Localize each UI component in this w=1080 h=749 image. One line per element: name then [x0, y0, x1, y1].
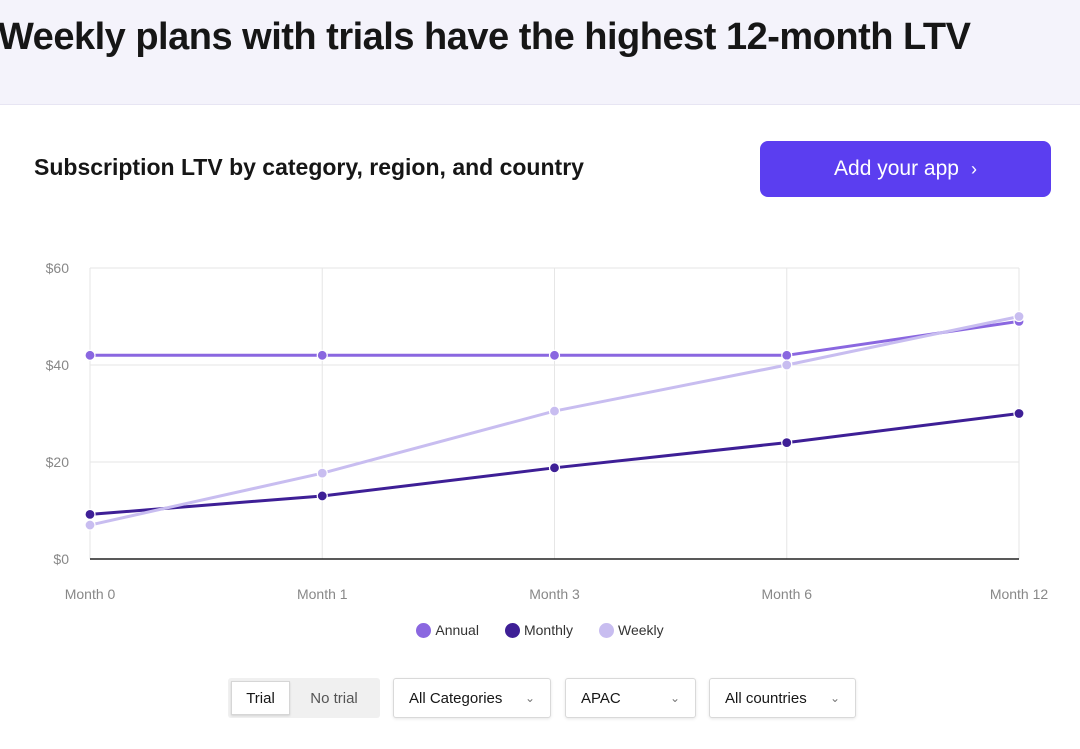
region-select-value: APAC — [581, 689, 621, 707]
data-point-monthly — [1013, 407, 1025, 420]
chevron-down-icon: ⌄ — [524, 691, 535, 705]
legend-dot-weekly — [598, 622, 614, 638]
legend-label-annual: Annual — [435, 622, 479, 638]
region-select[interactable]: APAC ⌄ — [565, 678, 696, 718]
data-point-monthly — [84, 508, 96, 520]
chart-legend: Annual Monthly Weekly — [0, 622, 1080, 638]
data-point-annual — [316, 349, 328, 361]
ltv-line-chart: $0 $20 $40 $60 Month 0 Month 1 Month 3 Month 6 M… — [46, 260, 1049, 602]
category-select-value: All Categories — [409, 689, 503, 707]
data-point-weekly — [1013, 310, 1025, 323]
add-your-app-button[interactable]: Add your app › — [760, 141, 1051, 197]
data-point-annual — [84, 349, 96, 361]
y-tick-label: $40 — [46, 357, 70, 373]
chart-subtitle: Subscription LTV by category, region, an… — [34, 154, 584, 180]
no-trial-option[interactable]: No trial — [310, 689, 358, 707]
data-point-monthly — [548, 462, 561, 474]
category-select[interactable]: All Categories ⌄ — [393, 678, 551, 718]
legend-label-monthly: Monthly — [523, 622, 573, 638]
legend-dot-monthly — [504, 622, 520, 638]
country-select[interactable]: All countries ⌄ — [709, 678, 856, 718]
y-tick-label: $20 — [46, 454, 70, 470]
data-point-annual — [781, 349, 793, 361]
chevron-down-icon: ⌄ — [669, 691, 680, 705]
page-headline: Weekly plans with trials have the highes… — [0, 16, 971, 58]
legend-item-weekly[interactable]: Weekly — [598, 622, 664, 638]
legend-item-monthly[interactable]: Monthly — [504, 622, 573, 638]
legend-dot-annual — [416, 622, 432, 638]
data-point-monthly — [316, 490, 328, 502]
x-tick-label: Month 1 — [297, 586, 348, 602]
trial-toggle: Trial No trial — [228, 678, 380, 718]
y-tick-label: $0 — [53, 551, 69, 567]
legend-label-weekly: Weekly — [617, 622, 664, 638]
x-tick-label: Month 3 — [529, 586, 580, 602]
trial-option[interactable]: Trial — [231, 681, 290, 715]
y-tick-label: $60 — [46, 260, 70, 276]
legend-item-annual[interactable]: Annual — [416, 622, 479, 638]
data-point-weekly — [781, 359, 793, 371]
data-point-weekly — [548, 405, 561, 417]
chevron-down-icon: ⌄ — [829, 691, 840, 705]
x-tick-label: Month 12 — [990, 586, 1049, 602]
x-tick-label: Month 6 — [761, 586, 812, 602]
data-point-annual — [548, 349, 561, 361]
data-point-weekly — [316, 467, 328, 479]
add-your-app-label: Add your app — [834, 157, 959, 180]
filter-controls: Trial No trial All Categories ⌄ APAC ⌄ A… — [0, 678, 1080, 718]
header-band — [0, 0, 1080, 105]
data-point-monthly — [781, 437, 793, 449]
country-select-value: All countries — [725, 689, 807, 707]
data-point-weekly — [84, 519, 96, 531]
chevron-right-icon: › — [970, 159, 977, 179]
x-tick-label: Month 0 — [65, 586, 116, 602]
